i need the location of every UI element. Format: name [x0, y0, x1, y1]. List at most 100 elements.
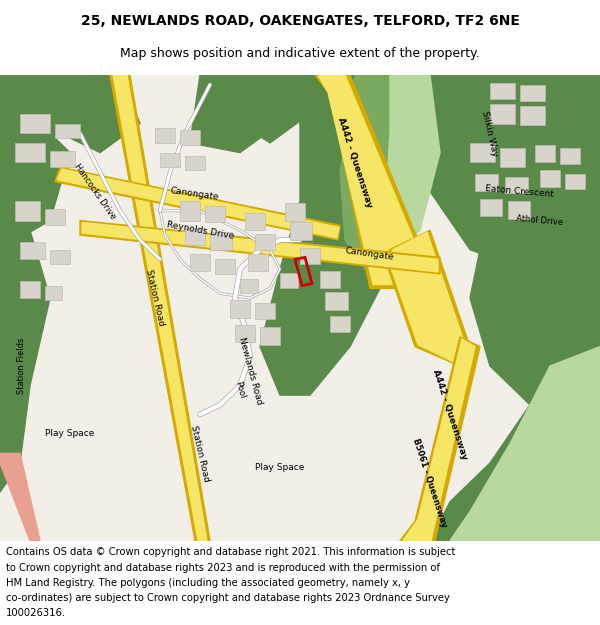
Polygon shape — [300, 248, 320, 264]
Polygon shape — [285, 203, 305, 221]
Text: Hancocks Drive: Hancocks Drive — [73, 162, 118, 221]
Polygon shape — [480, 199, 502, 216]
Polygon shape — [190, 254, 210, 271]
Text: Map shows position and indicative extent of the property.: Map shows position and indicative extent… — [120, 48, 480, 61]
Polygon shape — [318, 75, 425, 284]
Polygon shape — [185, 156, 205, 170]
Polygon shape — [500, 148, 525, 167]
Polygon shape — [475, 174, 498, 191]
Polygon shape — [520, 85, 545, 101]
Polygon shape — [340, 75, 410, 269]
Polygon shape — [185, 228, 205, 245]
Polygon shape — [325, 292, 348, 310]
Polygon shape — [210, 232, 232, 249]
Polygon shape — [50, 151, 75, 167]
Text: Eaton Crescent: Eaton Crescent — [485, 184, 554, 199]
Polygon shape — [180, 201, 200, 221]
Text: Station Fields: Station Fields — [17, 338, 26, 394]
Text: Contains OS data © Crown copyright and database right 2021. This information is : Contains OS data © Crown copyright and d… — [6, 548, 455, 558]
Text: Canongate: Canongate — [345, 247, 395, 262]
Polygon shape — [0, 75, 600, 541]
Polygon shape — [388, 232, 465, 364]
Polygon shape — [385, 230, 470, 366]
Polygon shape — [0, 114, 70, 249]
Polygon shape — [215, 259, 235, 274]
Polygon shape — [190, 75, 280, 152]
Polygon shape — [400, 337, 480, 541]
Polygon shape — [560, 148, 580, 164]
Polygon shape — [57, 169, 339, 238]
Polygon shape — [255, 303, 275, 319]
Polygon shape — [248, 254, 268, 271]
Text: Athol Drive: Athol Drive — [516, 214, 564, 227]
Polygon shape — [470, 249, 600, 405]
Polygon shape — [110, 75, 210, 541]
Polygon shape — [565, 174, 585, 189]
Polygon shape — [55, 124, 80, 138]
Polygon shape — [230, 300, 250, 318]
Polygon shape — [15, 201, 40, 221]
Polygon shape — [80, 221, 440, 274]
Polygon shape — [82, 222, 438, 272]
Text: 25, NEWLANDS ROAD, OAKENGATES, TELFORD, TF2 6NE: 25, NEWLANDS ROAD, OAKENGATES, TELFORD, … — [80, 14, 520, 28]
Text: Station Road: Station Road — [144, 269, 166, 328]
Polygon shape — [330, 316, 350, 332]
Polygon shape — [255, 234, 275, 249]
Polygon shape — [260, 328, 280, 344]
Polygon shape — [160, 152, 180, 167]
Polygon shape — [480, 444, 600, 541]
Polygon shape — [113, 75, 207, 541]
Polygon shape — [45, 286, 62, 300]
Polygon shape — [205, 206, 225, 222]
Polygon shape — [260, 75, 420, 395]
Polygon shape — [20, 242, 45, 259]
Text: Silkin Way: Silkin Way — [481, 109, 500, 157]
Text: to Crown copyright and database rights 2023 and is reproduced with the permissio: to Crown copyright and database rights 2… — [6, 562, 440, 572]
Polygon shape — [50, 249, 70, 264]
Polygon shape — [245, 213, 265, 230]
Text: A442 - Queensway: A442 - Queensway — [336, 116, 374, 209]
Polygon shape — [508, 201, 530, 219]
Polygon shape — [403, 339, 475, 541]
Text: Canongate: Canongate — [170, 186, 220, 202]
Polygon shape — [385, 75, 440, 249]
Polygon shape — [55, 167, 340, 240]
Polygon shape — [155, 128, 175, 143]
Polygon shape — [535, 145, 555, 162]
Text: B5061 - Queensway: B5061 - Queensway — [412, 437, 449, 528]
Polygon shape — [20, 114, 50, 133]
Polygon shape — [0, 386, 30, 492]
Polygon shape — [240, 279, 258, 293]
Text: HM Land Registry. The polygons (including the associated geometry, namely x, y: HM Land Registry. The polygons (includin… — [6, 578, 410, 587]
Polygon shape — [230, 75, 310, 143]
Polygon shape — [0, 453, 40, 541]
Text: 100026316.: 100026316. — [6, 608, 66, 618]
Text: Play Space: Play Space — [256, 463, 305, 472]
Polygon shape — [505, 177, 528, 193]
Polygon shape — [490, 104, 515, 124]
Text: A442 - Queensway: A442 - Queensway — [431, 368, 469, 461]
Polygon shape — [45, 209, 65, 226]
Polygon shape — [0, 75, 80, 172]
Polygon shape — [420, 75, 600, 269]
Polygon shape — [490, 82, 515, 99]
Polygon shape — [450, 347, 600, 541]
Polygon shape — [180, 130, 200, 145]
Text: Newlands Road: Newlands Road — [236, 336, 263, 406]
Text: co-ordinates) are subject to Crown copyright and database rights 2023 Ordnance S: co-ordinates) are subject to Crown copyr… — [6, 593, 450, 603]
Polygon shape — [315, 75, 430, 288]
Polygon shape — [20, 281, 40, 298]
Polygon shape — [235, 325, 255, 342]
Polygon shape — [60, 75, 140, 152]
Text: Pool: Pool — [233, 381, 247, 400]
Polygon shape — [540, 170, 560, 186]
Text: Reynolds Drive: Reynolds Drive — [166, 220, 235, 241]
Polygon shape — [320, 271, 340, 288]
Polygon shape — [15, 143, 45, 162]
Text: Station Road: Station Road — [189, 424, 211, 483]
Text: Play Space: Play Space — [46, 429, 95, 438]
Polygon shape — [290, 222, 312, 240]
Polygon shape — [300, 75, 370, 201]
Polygon shape — [535, 75, 600, 191]
Polygon shape — [0, 230, 50, 395]
